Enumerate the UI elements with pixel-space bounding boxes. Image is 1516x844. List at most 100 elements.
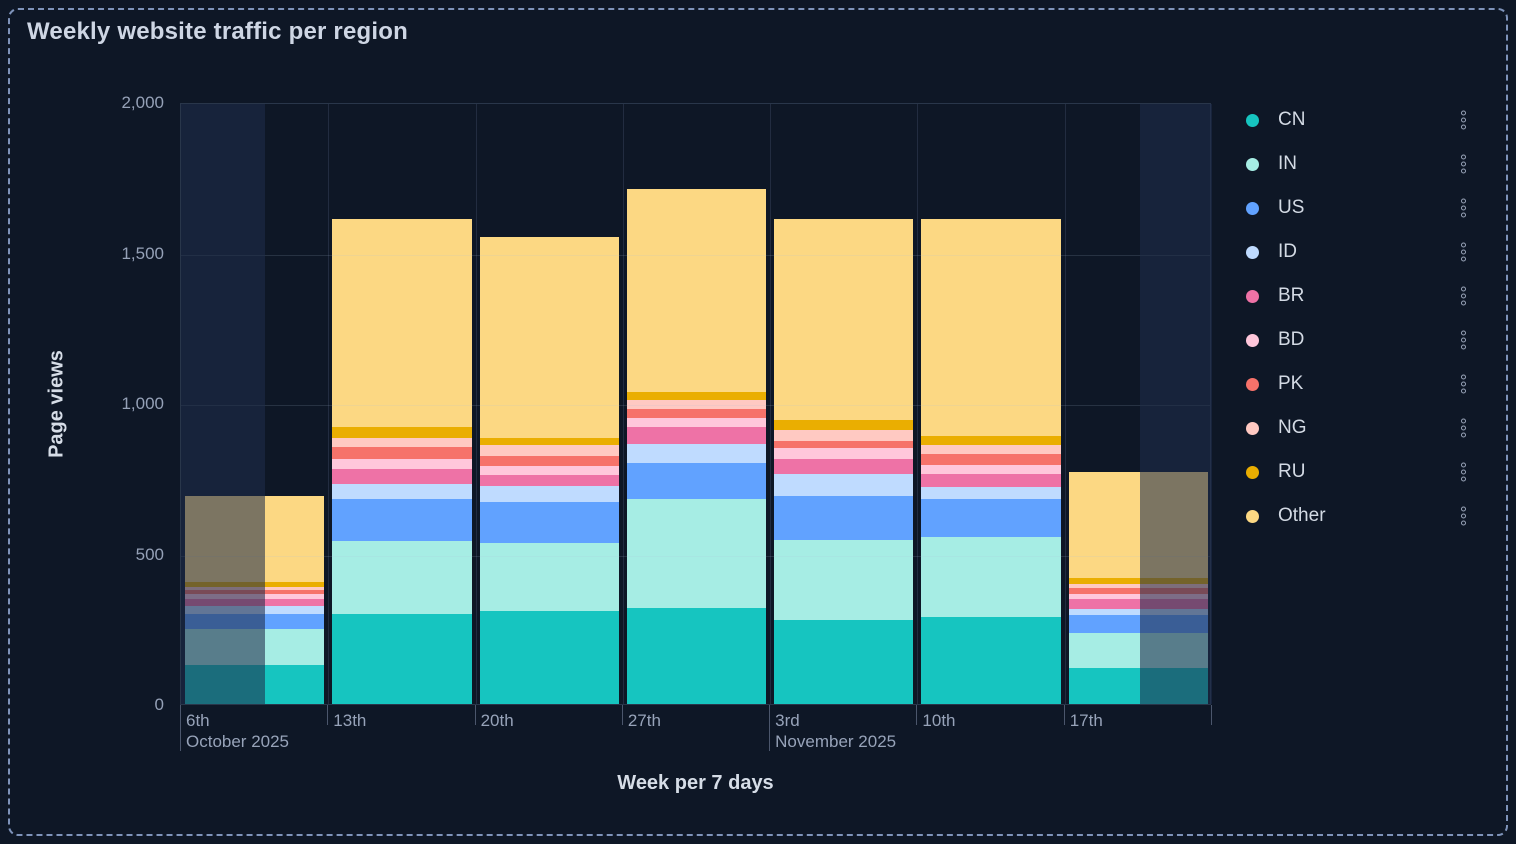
legend-label[interactable]: Other <box>1278 505 1326 526</box>
more-options-icon[interactable] <box>1459 505 1468 528</box>
bar-segment-BD[interactable] <box>479 466 619 476</box>
bar-segment-RU[interactable] <box>774 419 914 431</box>
more-options-icon[interactable] <box>1459 197 1468 220</box>
legend-label[interactable]: CN <box>1278 109 1306 130</box>
bar-segment-US[interactable] <box>921 499 1061 537</box>
bar-segment-BR[interactable] <box>332 469 472 485</box>
bar-segment-NG[interactable] <box>332 437 472 447</box>
bar-segment-BR[interactable] <box>921 473 1061 488</box>
bar-week-3rd[interactable] <box>774 219 914 704</box>
bar-segment-ID[interactable] <box>921 487 1061 500</box>
bar-segment-IN[interactable] <box>479 542 619 611</box>
legend-label[interactable]: BD <box>1278 329 1305 350</box>
bar-segment-CN[interactable] <box>626 607 767 704</box>
bar-segment-RU[interactable] <box>479 437 619 446</box>
bar-segment-ID[interactable] <box>774 473 914 497</box>
bar-segment-US[interactable] <box>626 463 767 500</box>
bar-week-10th[interactable] <box>921 219 1061 704</box>
bar-week-13th[interactable] <box>332 219 472 704</box>
more-options-icon[interactable] <box>1459 373 1468 396</box>
bar-segment-ID[interactable] <box>626 443 767 464</box>
bar-segment-Other[interactable] <box>332 219 472 428</box>
legend-label[interactable]: BR <box>1278 285 1305 306</box>
bar-segment-PK[interactable] <box>1068 588 1208 595</box>
legend-label[interactable]: US <box>1278 197 1305 218</box>
bar-week-27th[interactable] <box>626 189 767 704</box>
bar-segment-PK[interactable] <box>921 454 1061 465</box>
more-options-icon[interactable] <box>1459 461 1468 484</box>
legend-item-Other[interactable]: Other <box>1240 494 1472 538</box>
bar-segment-NG[interactable] <box>626 400 767 410</box>
bar-segment-NG[interactable] <box>921 445 1061 455</box>
x-axis-tick-mark <box>180 705 181 751</box>
bar-segment-NG[interactable] <box>774 430 914 441</box>
bar-segment-BD[interactable] <box>1068 594 1208 599</box>
bar-segment-BR[interactable] <box>1068 598 1208 610</box>
legend-swatch-icon <box>1246 465 1259 479</box>
bar-segment-BD[interactable] <box>921 464 1061 474</box>
legend-label[interactable]: RU <box>1278 461 1306 482</box>
legend-label[interactable]: IN <box>1278 153 1297 174</box>
bar-segment-PK[interactable] <box>774 440 914 449</box>
bar-segment-ID[interactable] <box>332 484 472 500</box>
legend-item-BR[interactable]: BR <box>1240 274 1472 318</box>
bar-segment-BR[interactable] <box>479 475 619 486</box>
bar-segment-BD[interactable] <box>332 458 472 470</box>
bar-segment-PK[interactable] <box>626 409 767 419</box>
bar-segment-US[interactable] <box>332 499 472 542</box>
legend-item-PK[interactable]: PK <box>1240 362 1472 406</box>
x-axis-tick-mark <box>621 705 623 725</box>
legend-item-US[interactable]: US <box>1240 186 1472 230</box>
legend-item-NG[interactable]: NG <box>1240 406 1472 450</box>
bar-segment-US[interactable] <box>774 496 914 540</box>
bar-segment-CN[interactable] <box>479 610 619 704</box>
legend-item-IN[interactable]: IN <box>1240 142 1472 186</box>
bar-segment-BR[interactable] <box>774 458 914 474</box>
bar-segment-IN[interactable] <box>626 499 767 608</box>
legend-label[interactable]: NG <box>1278 417 1307 438</box>
bar-segment-RU[interactable] <box>626 392 767 400</box>
bar-segment-CN[interactable] <box>332 613 472 704</box>
bar-segment-US[interactable] <box>479 502 619 543</box>
legend-label[interactable]: PK <box>1278 373 1304 394</box>
legend-swatch-icon <box>1246 113 1259 127</box>
horizontal-gridline <box>181 555 1210 557</box>
more-options-icon[interactable] <box>1459 329 1468 352</box>
legend-item-ID[interactable]: ID <box>1240 230 1472 274</box>
bar-segment-NG[interactable] <box>479 445 619 456</box>
legend-swatch-icon <box>1246 509 1259 523</box>
more-options-icon[interactable] <box>1459 417 1468 440</box>
more-options-icon[interactable] <box>1459 241 1468 264</box>
legend-item-CN[interactable]: CN <box>1240 98 1472 142</box>
legend-label[interactable]: ID <box>1278 241 1297 262</box>
more-options-icon[interactable] <box>1459 285 1468 308</box>
legend-swatch-icon <box>1246 289 1259 303</box>
legend-item-BD[interactable]: BD <box>1240 318 1472 362</box>
more-options-icon[interactable] <box>1459 153 1468 176</box>
bar-segment-PK[interactable] <box>479 455 619 467</box>
more-options-icon[interactable] <box>1459 109 1468 132</box>
bar-segment-Other[interactable] <box>479 237 619 438</box>
legend-item-RU[interactable]: RU <box>1240 450 1472 494</box>
bar-segment-IN[interactable] <box>921 536 1061 617</box>
bar-segment-BD[interactable] <box>774 448 914 459</box>
bar-segment-BD[interactable] <box>626 418 767 428</box>
bar-segment-IN[interactable] <box>332 541 472 614</box>
bar-segment-Other[interactable] <box>774 219 914 420</box>
bar-segment-Other[interactable] <box>921 219 1061 437</box>
bar-segment-Other[interactable] <box>626 189 767 393</box>
bar-segment-ID[interactable] <box>479 485 619 503</box>
bar-segment-IN[interactable] <box>774 539 914 620</box>
bar-segment-PK[interactable] <box>332 446 472 459</box>
bar-segment-RU[interactable] <box>1068 577 1208 584</box>
bar-segment-CN[interactable] <box>774 619 914 704</box>
bar-segment-CN[interactable] <box>921 616 1061 704</box>
bar-week-20th[interactable] <box>479 237 619 704</box>
bar-segment-NG[interactable] <box>1068 583 1208 589</box>
chart-plot-area[interactable] <box>180 103 1212 705</box>
bar-segment-ID[interactable] <box>1068 609 1208 616</box>
bar-segment-BR[interactable] <box>626 427 767 444</box>
legend-swatch-icon <box>1246 333 1259 347</box>
bar-segment-RU[interactable] <box>921 436 1061 446</box>
bar-segment-RU[interactable] <box>332 427 472 438</box>
